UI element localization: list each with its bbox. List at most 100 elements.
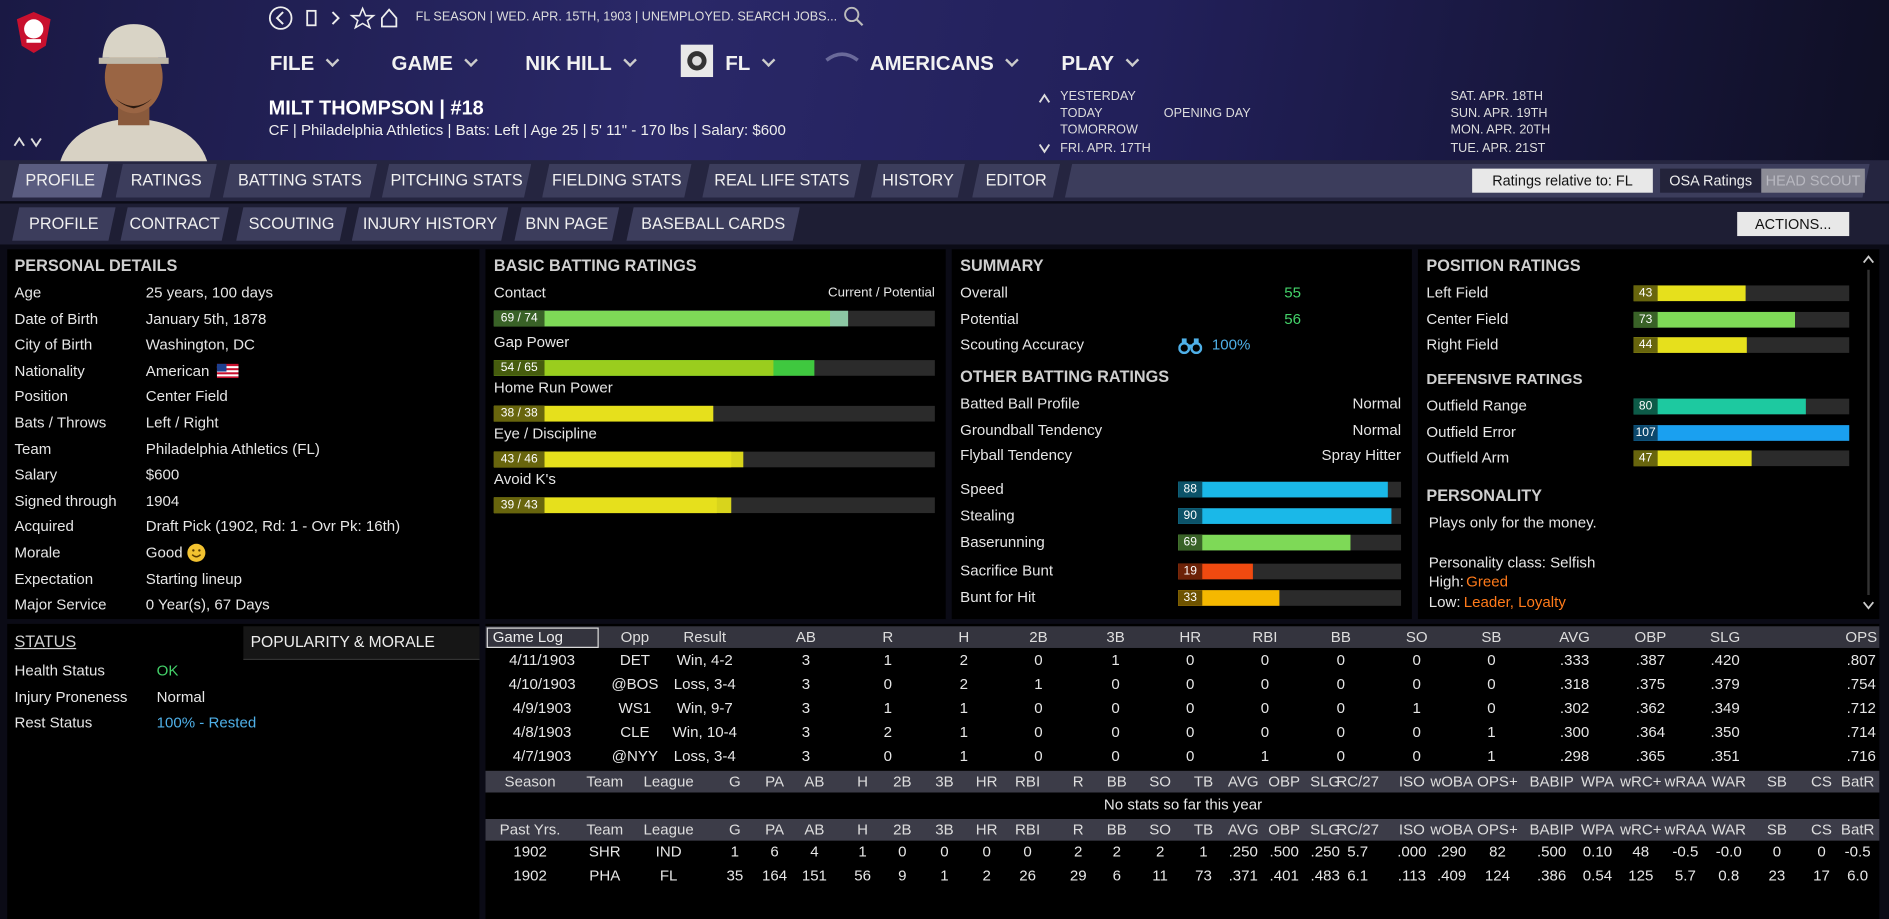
table-header: wRAA [1664, 773, 1707, 791]
table-cell: .300 [1559, 723, 1590, 741]
table-header-bg [485, 770, 1880, 793]
table-cell: .714 [1846, 723, 1876, 741]
player-info: CF | Philadelphia Athletics | Bats: Left… [268, 121, 786, 139]
search-icon[interactable] [843, 6, 865, 28]
table-cell: 5.7 [1674, 867, 1696, 885]
flag-icon [216, 363, 239, 379]
table-header: Opp [620, 628, 650, 646]
rating-label: Outfield Error [1426, 423, 1516, 441]
game-log-select[interactable] [486, 627, 599, 648]
status-tab[interactable]: POPULARITY & MORALE [250, 632, 435, 651]
main-tab[interactable]: PROFILE [12, 164, 108, 198]
table-cell: 6.0 [1847, 867, 1869, 885]
table-cell: Loss, 3-4 [673, 747, 736, 765]
sub-tab[interactable]: BASEBALL CARDS [626, 207, 799, 241]
table-header: SLG [1710, 628, 1741, 646]
table-cell: .298 [1559, 747, 1590, 765]
summary-label: Potential [960, 310, 1019, 328]
table-cell: 0.54 [1582, 867, 1613, 885]
menu-item[interactable]: AMERICANS [870, 52, 1017, 76]
main-tab[interactable]: HISTORY [871, 164, 965, 198]
table-header: AB [804, 821, 825, 839]
summary-value: 55 [1284, 284, 1301, 302]
main-tab[interactable]: RATINGS [116, 164, 217, 198]
calendar-day: TUE. APR. 21ST [1450, 140, 1546, 155]
panel-scroll[interactable] [1861, 253, 1875, 614]
osa-button[interactable]: OSA Ratings [1660, 168, 1762, 193]
table-header: WPA [1580, 821, 1615, 839]
personality-high: Greed [1466, 573, 1508, 591]
status-label: Rest Status [14, 714, 93, 732]
table-header: AB [804, 773, 825, 791]
rating-label: Center Field [1426, 310, 1509, 328]
ratings-relative[interactable]: Ratings relative to: FL [1472, 168, 1653, 193]
bar-label: 19 [1178, 563, 1203, 580]
main-tab[interactable]: EDITOR [972, 164, 1060, 198]
sub-tab[interactable]: BNN PAGE [514, 207, 619, 241]
table-cell: .364 [1635, 723, 1666, 741]
table-cell: 26 [1019, 867, 1036, 885]
main-tab[interactable]: BATTING STATS [223, 164, 377, 198]
table-cell: 1 [940, 867, 949, 885]
rating-label: Outfield Range [1426, 397, 1527, 415]
table-header[interactable]: Game Log [492, 628, 564, 646]
table-cell: 0 [1034, 723, 1043, 741]
sub-tab[interactable]: CONTRACT [120, 207, 228, 241]
menu-item[interactable]: FL [725, 52, 773, 76]
actions-button[interactable]: ACTIONS... [1737, 211, 1850, 237]
table-header: R [1072, 773, 1084, 791]
rating-label: Bunt for Hit [960, 588, 1036, 606]
sub-tab[interactable]: PROFILE [12, 207, 116, 241]
main-tab[interactable]: PITCHING STATS [382, 164, 531, 198]
table-header: OBP [1268, 821, 1301, 839]
table-header: SLG [1310, 773, 1341, 791]
bar-label: 69 [1178, 534, 1203, 551]
menu-item[interactable]: PLAY [1061, 52, 1137, 76]
table-cell: 4/11/1903 [509, 651, 576, 669]
calendar-arrows[interactable] [1037, 92, 1051, 157]
head-scout-button[interactable]: HEAD SCOUT [1761, 168, 1865, 193]
table-cell: 0 [1487, 651, 1496, 669]
menu-item[interactable]: GAME [392, 52, 476, 76]
panel [7, 623, 480, 919]
sub-tab[interactable]: INJURY HISTORY [352, 207, 509, 241]
table-cell: 1 [1111, 651, 1120, 669]
detail-value: Washington, DC [145, 336, 255, 354]
bar-fill [493, 451, 732, 468]
detail-value: $600 [145, 466, 180, 484]
nav-icons[interactable] [267, 5, 402, 31]
table-cell: 35 [726, 867, 744, 885]
main-tab[interactable]: REAL LIFE STATS [702, 164, 861, 198]
rating-label: Speed [960, 480, 1004, 498]
table-header: HR [1179, 628, 1202, 646]
detail-value: Good [145, 544, 183, 562]
main-tab[interactable]: FIELDING STATS [542, 164, 691, 198]
menu-item[interactable]: NIK HILL [525, 52, 634, 76]
personality-text: Plays only for the money. [1428, 514, 1597, 532]
popularity-tab-bg[interactable] [243, 626, 480, 661]
table-header: BABIP [1529, 821, 1574, 839]
table-header: wRC+ [1620, 821, 1662, 839]
table-cell: 4 [810, 843, 819, 860]
scroll-arrows[interactable] [12, 135, 43, 149]
table-cell: 1 [883, 699, 893, 717]
section-title: POSITION RATINGS [1426, 256, 1581, 275]
table-cell: .386 [1536, 867, 1567, 885]
table-cell: 3 [801, 651, 811, 669]
table-cell: 6 [770, 843, 779, 860]
table-cell: 151 [801, 867, 827, 885]
table-header: RBI [1015, 773, 1041, 791]
table-cell: 3 [801, 723, 811, 741]
sub-tab[interactable]: SCOUTING [236, 207, 347, 241]
table-header-bg [485, 818, 1880, 841]
table-header: CS [1811, 821, 1832, 839]
table-cell: 3 [801, 675, 811, 693]
table-header: wOBA [1430, 773, 1474, 791]
table-cell: 1902 [513, 867, 547, 885]
table-cell: .349 [1710, 699, 1740, 717]
menu-item[interactable]: FILE [270, 52, 337, 76]
personality-low: Leader, Loyalty [1463, 593, 1566, 611]
rating-label: Outfield Arm [1426, 449, 1510, 467]
